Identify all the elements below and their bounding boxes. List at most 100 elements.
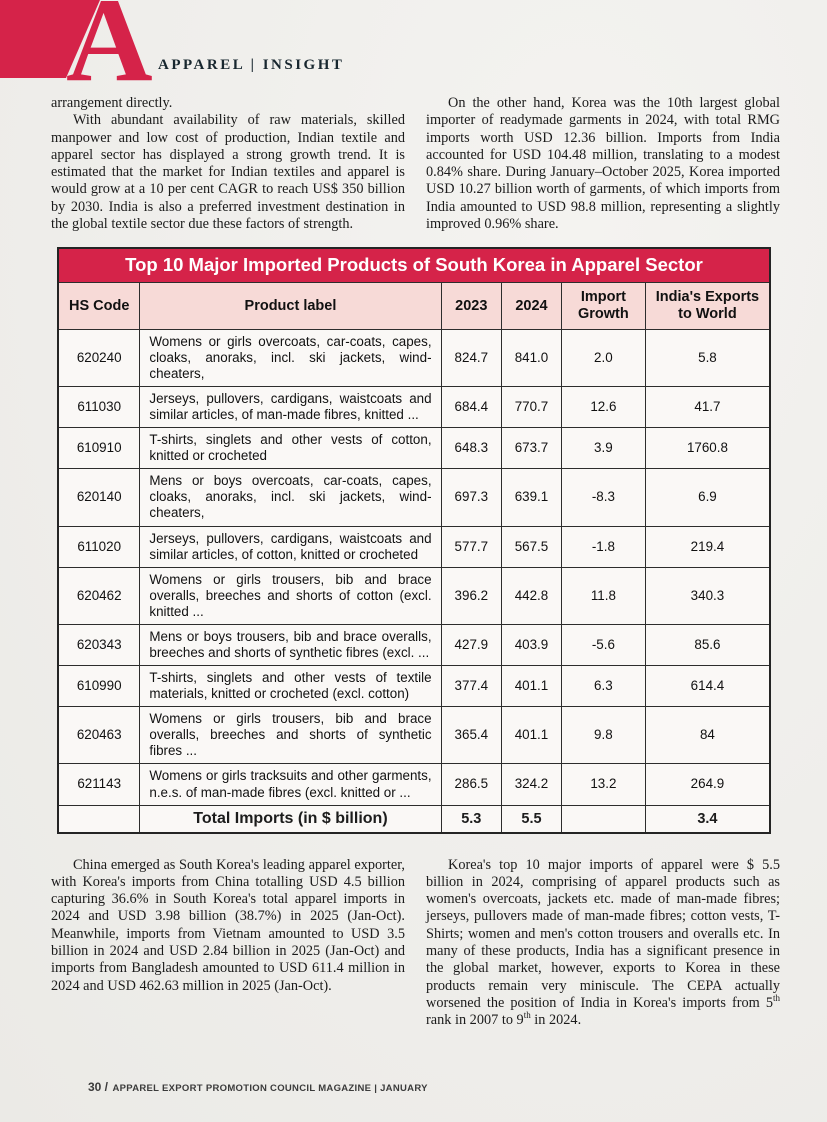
value-2024-cell: 403.9	[501, 623, 562, 667]
total-hs-empty-cell	[57, 804, 141, 834]
product-label-cell: Womens or girls trousers, bib and brace …	[139, 706, 442, 765]
hs-code-cell: 621143	[57, 763, 141, 806]
table-row: 620343 Mens or boys trousers, bib and bra…	[57, 623, 771, 667]
page-header: A APPAREL | INSIGHT	[0, 0, 827, 106]
value-2024-cell: 841.0	[501, 328, 562, 387]
column-header-product-label: Product label	[139, 282, 442, 330]
import-growth-cell: 2.0	[560, 328, 646, 387]
column-header-india-exports: India's Exports to World	[644, 282, 771, 330]
india-exports-cell: 6.9	[644, 468, 771, 527]
brand-title: APPAREL | INSIGHT	[158, 57, 345, 73]
table-row: 610990 T-shirts, singlets and other vests…	[57, 665, 771, 708]
product-label-cell: Womens or girls overcoats, car-coats, ca…	[139, 328, 442, 387]
imports-table-foot: Total Imports (in $ billion) 5.3 5.5 3.4	[57, 804, 771, 834]
value-2023-cell: 697.3	[440, 468, 503, 527]
magazine-name: APPAREL EXPORT PROMOTION COUNCIL MAGAZIN…	[112, 1083, 428, 1094]
analysis-paragraph-china: China emerged as South Korea's leading a…	[51, 856, 405, 994]
product-label-cell: Womens or girls tracksuits and other gar…	[139, 763, 442, 806]
table-row: 610910 T-shirts, singlets and other vests…	[57, 427, 771, 470]
import-growth-cell: 9.8	[560, 706, 646, 765]
intro-paragraph-india-growth: With abundant availability of raw materi…	[51, 112, 405, 233]
table-row: 620240 Womens or girls overcoats, car-coa…	[57, 328, 771, 387]
table-row: 620140 Mens or boys overcoats, car-coats,…	[57, 468, 771, 527]
product-label-cell: T-shirts, singlets and other vests of te…	[139, 665, 442, 708]
total-2024-cell: 5.5	[501, 804, 562, 834]
value-2024-cell: 401.1	[501, 665, 562, 708]
india-exports-cell: 614.4	[644, 665, 771, 708]
column-header-import-growth: Import Growth	[560, 282, 646, 330]
analysis-left-column: China emerged as South Korea's leading a…	[51, 857, 405, 1030]
import-growth-cell: 3.9	[560, 427, 646, 470]
india-exports-cell: 84	[644, 706, 771, 765]
value-2023-cell: 396.2	[440, 566, 503, 625]
value-2024-cell: 567.5	[501, 525, 562, 568]
value-2024-cell: 324.2	[501, 763, 562, 806]
table-row: 621143 Womens or girls tracksuits and oth…	[57, 763, 771, 806]
india-exports-cell: 85.6	[644, 623, 771, 667]
intro-right-column: On the other hand, Korea was the 10th la…	[426, 95, 780, 233]
logo-letter-a: A	[66, 0, 153, 86]
hs-code-cell: 610990	[57, 665, 141, 708]
india-exports-cell: 219.4	[644, 525, 771, 568]
india-exports-cell: 264.9	[644, 763, 771, 806]
total-growth-cell	[560, 804, 646, 834]
column-header-2024: 2024	[501, 282, 562, 330]
intro-paragraph-continuation: arrangement directly.	[51, 95, 173, 111]
apparel-logo: A	[0, 0, 165, 106]
page-footer: 30 / APPAREL EXPORT PROMOTION COUNCIL MA…	[88, 1078, 428, 1096]
table-row: 611030 Jerseys, pullovers, cardigans, wai…	[57, 385, 771, 429]
intro-section: arrangement directly. With abundant avai…	[51, 95, 780, 233]
apparel-logo-icon: A	[0, 0, 153, 106]
value-2023-cell: 684.4	[440, 385, 503, 429]
total-india-exports-cell: 3.4	[644, 804, 771, 834]
product-label-cell: Womens or girls trousers, bib and brace …	[139, 566, 442, 625]
analysis-right-paragraph: Korea's top 10 major imports of apparel …	[426, 856, 780, 1029]
hs-code-cell: 620462	[57, 566, 141, 625]
product-label-cell: T-shirts, singlets and other vests of co…	[139, 427, 442, 470]
import-growth-cell: 12.6	[560, 385, 646, 429]
import-growth-cell: 6.3	[560, 665, 646, 708]
total-2023-cell: 5.3	[440, 804, 503, 834]
value-2024-cell: 770.7	[501, 385, 562, 429]
imports-table: Top 10 Major Imported Products of South …	[57, 247, 771, 834]
value-2023-cell: 427.9	[440, 623, 503, 667]
hs-code-cell: 620240	[57, 328, 141, 387]
value-2024-cell: 639.1	[501, 468, 562, 527]
analysis-section: China emerged as South Korea's leading a…	[51, 857, 780, 1030]
column-header-2023: 2023	[440, 282, 503, 330]
india-exports-cell: 340.3	[644, 566, 771, 625]
hs-code-cell: 620140	[57, 468, 141, 527]
table-row: 620463 Womens or girls trousers, bib and …	[57, 706, 771, 765]
value-2023-cell: 577.7	[440, 525, 503, 568]
table-header-row: HS Code Product label 2023 2024 Import G…	[57, 282, 771, 330]
product-label-cell: Mens or boys overcoats, car-coats, capes…	[139, 468, 442, 527]
column-header-hs-code: HS Code	[57, 282, 141, 330]
intro-paragraph-korea: On the other hand, Korea was the 10th la…	[426, 95, 780, 233]
table-row: 611020 Jerseys, pullovers, cardigans, wai…	[57, 525, 771, 568]
imports-table-head: Top 10 Major Imported Products of South …	[57, 247, 771, 330]
import-growth-cell: 11.8	[560, 566, 646, 625]
product-label-cell: Jerseys, pullovers, cardigans, waistcoat…	[139, 525, 442, 568]
value-2023-cell: 365.4	[440, 706, 503, 765]
hs-code-cell: 620343	[57, 623, 141, 667]
import-growth-cell: -1.8	[560, 525, 646, 568]
india-exports-cell: 41.7	[644, 385, 771, 429]
page-content: arrangement directly. With abundant avai…	[0, 95, 827, 1030]
table-row: 620462 Womens or girls trousers, bib and …	[57, 566, 771, 625]
india-exports-cell: 5.8	[644, 328, 771, 387]
value-2024-cell: 442.8	[501, 566, 562, 625]
value-2023-cell: 377.4	[440, 665, 503, 708]
india-exports-cell: 1760.8	[644, 427, 771, 470]
hs-code-cell: 610910	[57, 427, 141, 470]
import-growth-cell: -8.3	[560, 468, 646, 527]
intro-left-column: arrangement directly. With abundant avai…	[51, 95, 405, 233]
import-growth-cell: -5.6	[560, 623, 646, 667]
hs-code-cell: 611020	[57, 525, 141, 568]
value-2023-cell: 824.7	[440, 328, 503, 387]
imports-table-body: 620240 Womens or girls overcoats, car-coa…	[57, 328, 771, 806]
table-title: Top 10 Major Imported Products of South …	[57, 247, 771, 284]
value-2024-cell: 673.7	[501, 427, 562, 470]
analysis-right-column: Korea's top 10 major imports of apparel …	[426, 857, 780, 1030]
hs-code-cell: 611030	[57, 385, 141, 429]
